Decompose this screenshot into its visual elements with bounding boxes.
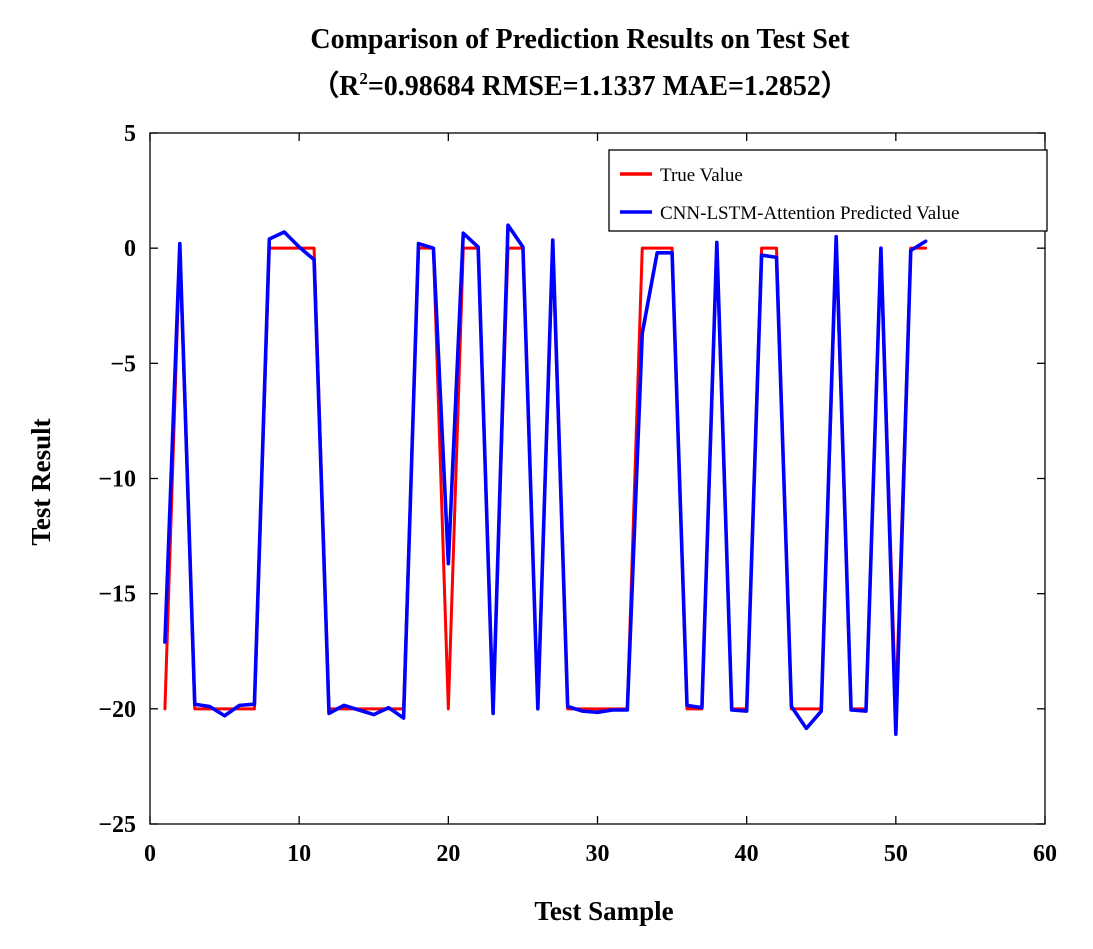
x-tick-label: 60 (1033, 841, 1057, 867)
chart-title: Comparison of Prediction Results on Test… (310, 24, 850, 55)
x-tick-label: 40 (735, 841, 759, 867)
x-tick-label: 20 (436, 841, 460, 867)
plot-frame (149, 132, 1046, 825)
y-axis-label: Test Result (26, 418, 56, 545)
x-tick-label: 30 (586, 841, 610, 867)
x-axis-label: Test Sample (534, 896, 673, 926)
y-tick-label: 5 (124, 121, 136, 147)
y-tick-label: −10 (98, 467, 136, 493)
x-tick-label: 50 (884, 841, 908, 867)
subtitle-superscript: 2 (359, 69, 368, 88)
y-tick-label: 0 (124, 236, 136, 262)
y-tick-label: −5 (110, 351, 136, 377)
x-ticks: 0 10 20 30 40 50 60 (144, 133, 1057, 867)
x-tick-label: 0 (144, 841, 156, 867)
y-tick-label: −25 (98, 812, 136, 838)
legend-box (608, 149, 1048, 232)
legend-label-true-value: True Value (660, 165, 743, 186)
x-tick-label: 10 (287, 841, 311, 867)
series-lines (163, 223, 928, 736)
y-tick-label: −15 (98, 582, 136, 608)
chart-subtitle: （R2=0.98684 RMSE=1.1337 MAE=1.2852） (311, 69, 849, 102)
y-tick-label: −20 (98, 697, 136, 723)
y-ticks: 5 0 −5 −10 −15 −20 −25 (98, 121, 1045, 838)
series-line-predicted-value (163, 223, 928, 736)
plot-area (149, 132, 1046, 825)
legend-label-predicted-value: CNN-LSTM-Attention Predicted Value (660, 203, 959, 224)
legend: True Value CNN-LSTM-Attention Predicted … (608, 149, 1048, 232)
